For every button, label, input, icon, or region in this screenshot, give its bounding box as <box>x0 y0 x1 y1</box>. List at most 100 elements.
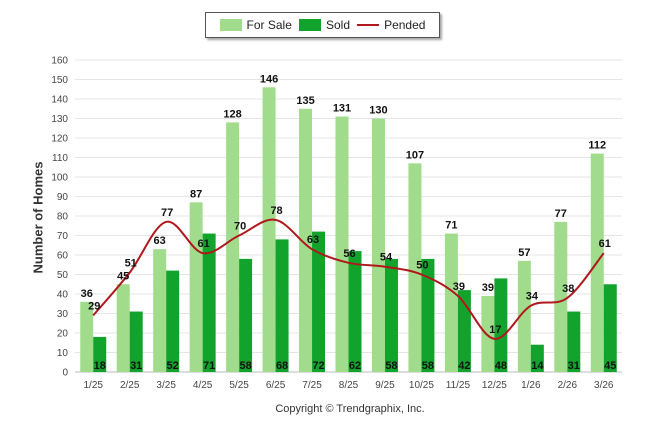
y-tick-label-0: 0 <box>62 368 68 379</box>
label-for-sale-7/25: 135 <box>296 95 314 107</box>
label-sold-8/25: 62 <box>349 360 361 372</box>
label-for-sale-10/25: 107 <box>406 149 424 161</box>
label-sold-1/26: 14 <box>531 360 544 372</box>
bar-sold-11/25 <box>457 290 471 372</box>
label-pended-1/25: 29 <box>88 300 100 312</box>
bar-for-sale-9/25 <box>371 118 385 372</box>
label-sold-12/25: 48 <box>495 360 507 372</box>
bar-for-sale-3/25 <box>153 249 167 372</box>
legend-label-for-sale: For Sale <box>246 18 292 32</box>
y-axis-ticks: 0 10 20 30 40 50 60 70 80 90 100 110 120 130 140 150 160 <box>51 56 68 379</box>
bar-sold-6/25 <box>275 239 289 372</box>
x-tick-label-2/25: 2/25 <box>120 380 140 391</box>
label-pended-2/25: 51 <box>125 258 137 270</box>
pended-line-group <box>92 218 605 340</box>
label-for-sale-2/26: 77 <box>555 208 567 220</box>
legend-swatch-sold <box>298 19 321 31</box>
y-tick-label-30: 30 <box>57 309 69 320</box>
label-sold-10/25: 58 <box>422 360 434 372</box>
x-tick-label-1/26: 1/26 <box>521 380 541 391</box>
y-tick-label-50: 50 <box>57 270 69 281</box>
bar-for-sale-6/25 <box>262 87 276 373</box>
label-pended-1/26: 34 <box>526 291 539 303</box>
bar-for-sale-10/25 <box>408 163 422 372</box>
x-tick-label-9/25: 9/25 <box>375 380 395 391</box>
bar-for-sale-8/25 <box>335 116 349 372</box>
label-for-sale-9/25: 130 <box>369 105 387 117</box>
y-tick-label-80: 80 <box>57 212 69 223</box>
y-tick-label-20: 20 <box>57 329 69 340</box>
x-tick-label-7/25: 7/25 <box>302 380 322 391</box>
y-tick-label-150: 150 <box>51 75 68 86</box>
y-tick-label-90: 90 <box>57 192 69 203</box>
y-tick-label-140: 140 <box>51 95 68 106</box>
bar-for-sale-4/25 <box>189 202 203 372</box>
legend-swatch-pended <box>357 24 380 26</box>
bar-sold-5/25 <box>239 258 253 372</box>
x-tick-label-3/26: 3/26 <box>594 380 614 391</box>
bar-sold-9/25 <box>384 258 398 372</box>
label-pended-7/25: 63 <box>307 234 319 246</box>
bar-for-sale-2/26 <box>554 221 568 372</box>
y-tick-label-110: 110 <box>52 153 68 164</box>
bar-sold-1/26 <box>530 344 544 372</box>
x-tick-label-10/25: 10/25 <box>409 380 434 391</box>
label-sold-7/25: 72 <box>312 360 324 372</box>
bar-for-sale-5/25 <box>226 122 240 373</box>
y-tick-label-10: 10 <box>57 348 69 359</box>
x-tick-label-1/25: 1/25 <box>83 380 103 391</box>
label-for-sale-4/25: 87 <box>190 188 202 200</box>
x-axis-ticks: 1/25 2/25 3/25 4/25 5/25 6/25 7/25 8/25 9/25 10/2… <box>83 380 613 391</box>
bar-sold-2/25 <box>129 311 143 372</box>
x-tick-label-11/25: 11/25 <box>446 380 471 391</box>
y-tick-label-40: 40 <box>57 290 69 301</box>
bar-sold-12/25 <box>494 278 508 372</box>
legend-swatch-for-sale <box>219 19 242 31</box>
label-pended-11/25: 39 <box>453 281 465 293</box>
legend-item-for-sale[interactable]: For Sale <box>219 18 292 32</box>
label-pended-12/25: 17 <box>489 324 501 336</box>
label-sold-3/26: 45 <box>604 360 616 372</box>
label-for-sale-12/25: 39 <box>482 282 494 294</box>
label-for-sale-5/25: 128 <box>223 108 241 120</box>
y-tick-label-160: 160 <box>51 56 68 67</box>
x-tick-label-5/25: 5/25 <box>229 380 249 391</box>
label-sold-3/25: 52 <box>167 360 179 372</box>
bar-sold-3/25 <box>166 270 180 372</box>
bar-for-sale-11/25 <box>444 233 458 372</box>
label-pended-5/25: 70 <box>234 221 246 233</box>
bar-sold-10/25 <box>421 258 435 372</box>
y-axis-title: Number of Homes <box>30 161 46 274</box>
label-pended-2/26: 38 <box>562 283 574 295</box>
bar-sold-2/26 <box>567 311 581 372</box>
bar-for-sale-2/25 <box>116 284 130 372</box>
x-tick-label-6/25: 6/25 <box>266 380 286 391</box>
legend-item-sold[interactable]: Sold <box>298 18 350 32</box>
label-pended-4/25: 61 <box>198 238 210 250</box>
label-pended-3/25: 77 <box>161 207 173 219</box>
label-sold-6/25: 68 <box>276 360 288 372</box>
label-pended-10/25: 50 <box>416 260 428 272</box>
x-tick-label-3/25: 3/25 <box>156 380 176 391</box>
bar-sold-4/25 <box>202 233 216 372</box>
label-for-sale-6/25: 146 <box>260 73 278 85</box>
bars <box>80 87 617 373</box>
label-sold-4/25: 71 <box>203 360 215 372</box>
label-sold-1/25: 18 <box>94 360 106 372</box>
label-pended-9/25: 54 <box>380 252 393 264</box>
label-for-sale-1/25: 36 <box>81 288 93 300</box>
copyright-text: Copyright © Trendgraphix, Inc. <box>275 403 425 415</box>
bar-for-sale-1/26 <box>517 260 531 372</box>
label-sold-2/26: 31 <box>568 360 580 372</box>
x-tick-label-2/26: 2/26 <box>558 380 578 391</box>
y-tick-label-120: 120 <box>51 134 68 145</box>
legend-item-pended[interactable]: Pended <box>357 18 425 32</box>
label-for-sale-1/26: 57 <box>518 247 530 259</box>
label-pended-6/25: 78 <box>270 205 282 217</box>
label-pended-3/26: 61 <box>599 238 611 250</box>
bar-for-sale-12/25 <box>481 295 495 372</box>
label-for-sale-11/25: 71 <box>445 220 457 232</box>
data-labels: 36 18 45 31 63 52 87 71 128 58 146 68 135 72 131 62 130 5… <box>81 73 617 372</box>
label-sold-9/25: 58 <box>385 360 397 372</box>
label-sold-11/25: 42 <box>458 360 470 372</box>
